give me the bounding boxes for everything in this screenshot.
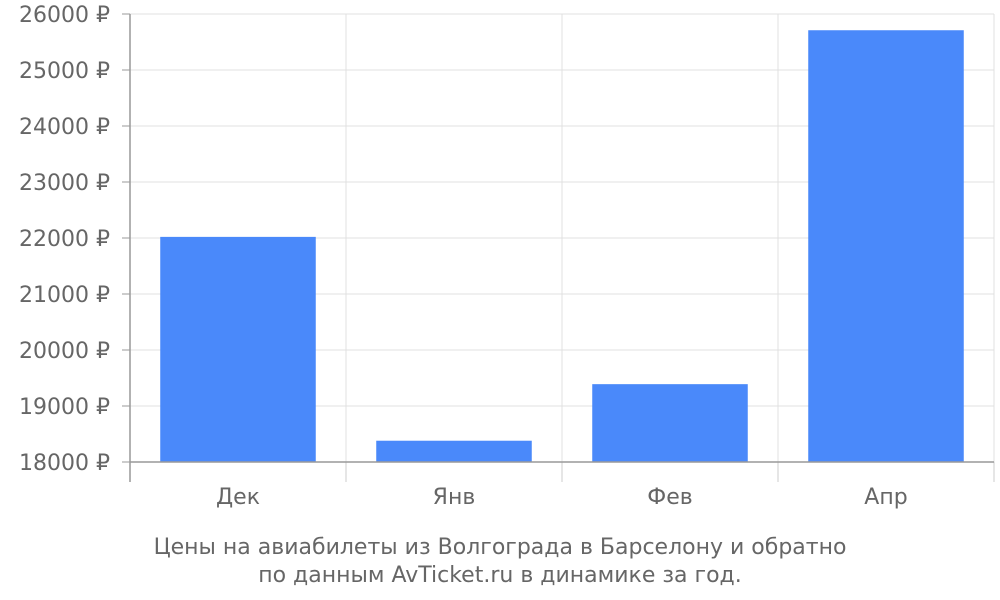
y-tick-labels: 18000 ₽ 19000 ₽ 20000 ₽ 21000 ₽ 22000 ₽ 23000… (19, 3, 110, 476)
bar-4 (808, 30, 964, 463)
x-tick-label: Янв (433, 485, 476, 510)
x-tick-labels: Дек Янв Фев Апр (216, 485, 908, 510)
bar-2 (376, 440, 532, 462)
x-tick-label: Дек (216, 485, 260, 510)
bar-chart: 18000 ₽ 19000 ₽ 20000 ₽ 21000 ₽ 22000 ₽ 23000… (19, 3, 995, 510)
y-tick-label: 19000 ₽ (19, 395, 110, 420)
y-tick-label: 22000 ₽ (19, 227, 110, 252)
x-tick-label: Апр (864, 485, 907, 510)
y-tick-label: 20000 ₽ (19, 339, 110, 364)
y-tick-label: 25000 ₽ (19, 59, 110, 84)
bar-3 (592, 384, 748, 462)
bars (160, 30, 964, 463)
y-tick-label: 24000 ₽ (19, 115, 110, 140)
x-tick-label: Фев (647, 485, 692, 510)
bar-1 (160, 236, 316, 462)
y-tick-label: 18000 ₽ (19, 451, 110, 476)
y-tick-label: 21000 ₽ (19, 283, 110, 308)
chart-caption-line-2: по данным AvTicket.ru в динамике за год. (258, 563, 742, 588)
axes (122, 13, 995, 482)
y-tick-label: 26000 ₽ (19, 3, 110, 28)
chart-caption-line-1: Цены на авиабилеты из Волгограда в Барсе… (153, 535, 847, 560)
y-tick-label: 23000 ₽ (19, 171, 110, 196)
